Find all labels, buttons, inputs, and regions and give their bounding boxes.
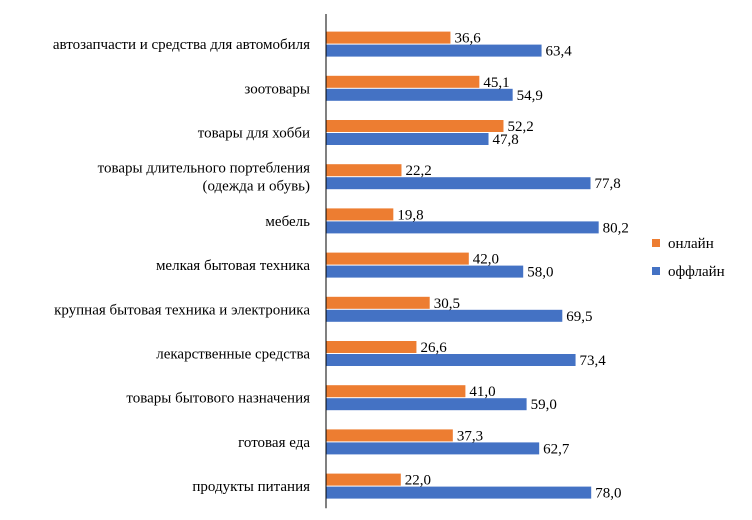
category-label: (одежда и обувь) [202, 179, 310, 195]
bar-offline [326, 265, 524, 278]
data-label: 42,0 [473, 252, 499, 268]
data-label: 26,6 [420, 340, 447, 356]
bar-online [326, 385, 466, 398]
bar-offline [326, 354, 576, 366]
category-label: лекарственные средства [156, 347, 310, 363]
data-label: 77,8 [595, 176, 621, 192]
data-label: 69,5 [566, 309, 592, 325]
category-label: товары для хобби [198, 126, 310, 142]
data-label: 63,4 [546, 44, 573, 60]
category-label: продукты питания [192, 479, 310, 495]
data-label: 22,2 [405, 163, 431, 179]
data-label: 52,2 [507, 119, 533, 135]
data-label: 37,3 [457, 428, 483, 444]
legend-label: онлайн [668, 236, 714, 252]
bar-online [326, 120, 504, 132]
bar-offline [326, 221, 599, 234]
category-label: товары бытового назначения [126, 391, 310, 407]
data-label: 59,0 [531, 397, 557, 413]
data-label: 54,9 [517, 88, 543, 104]
data-label: 22,0 [405, 473, 431, 489]
bars [326, 31, 599, 499]
data-label: 80,2 [603, 220, 629, 236]
data-label: 45,1 [483, 75, 509, 91]
bar-online [326, 164, 402, 177]
bar-online [326, 473, 401, 486]
bar-online [326, 341, 417, 353]
bar-offline [326, 44, 542, 57]
data-label: 41,0 [469, 384, 495, 400]
value-labels: 36,6 63,4 45,1 54,9 52,247,8 22,2 77,8 19,8 80,2… [397, 31, 629, 502]
category-label: зоотовары [244, 81, 310, 97]
data-label: 73,4 [580, 353, 607, 369]
bar-online [326, 296, 430, 309]
category-label: мебель [265, 214, 310, 230]
legend-label: оффлайн [668, 264, 725, 280]
bar-online [326, 429, 453, 442]
category-label: мелкая бытовая техника [156, 258, 310, 274]
data-label: 58,0 [527, 265, 553, 281]
category-label: готовая еда [238, 435, 310, 451]
bar-online [326, 252, 469, 265]
data-label: 78,0 [595, 486, 621, 502]
data-label: 36,6 [454, 31, 481, 47]
category-label: крупная бытовая техника и электроника [54, 302, 310, 318]
category-labels: автозапчасти и средства для автомобиля зо… [53, 37, 310, 495]
category-label: автозапчасти и средства для автомобиля [53, 37, 310, 53]
legend-swatch [652, 239, 660, 247]
bar-offline [326, 309, 563, 322]
bar-offline [326, 486, 592, 499]
data-label: 62,7 [543, 441, 570, 457]
bar-online [326, 31, 451, 44]
bar-offline [326, 398, 527, 411]
data-label: 19,8 [397, 207, 423, 223]
legend-swatch [652, 267, 660, 275]
bar-offline [326, 442, 540, 455]
bar-offline [326, 88, 513, 101]
category-label: товары длительного портебления [98, 161, 310, 177]
bar-online [326, 75, 480, 88]
data-label: 30,5 [434, 296, 460, 312]
data-label: 47,8 [493, 132, 519, 148]
bar-offline [326, 133, 489, 145]
legend: онлайн оффлайн [652, 236, 725, 280]
bar-offline [326, 177, 591, 190]
bar-online [326, 208, 394, 221]
